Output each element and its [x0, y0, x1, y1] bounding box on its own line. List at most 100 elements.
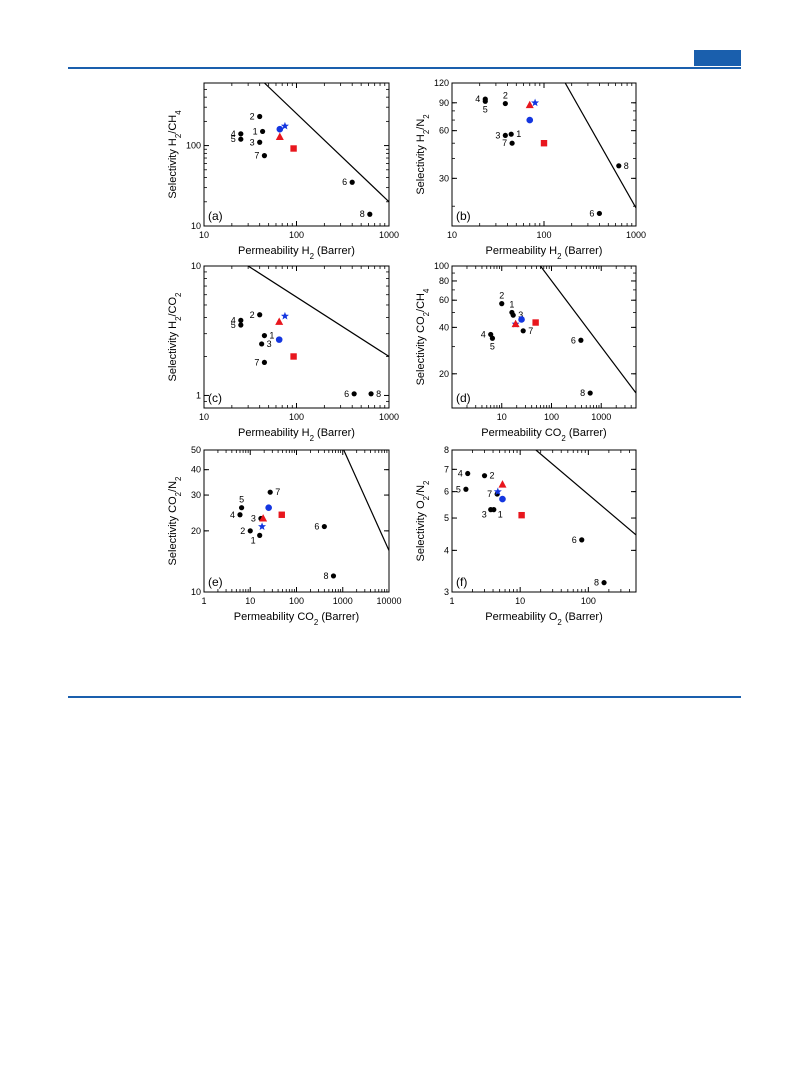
- data-point-circle: [237, 512, 243, 518]
- x-axis-title: Permeability O2 (Barrer): [485, 611, 603, 627]
- data-point-square: [290, 145, 297, 152]
- y-tick-label: 30: [439, 173, 449, 183]
- y-axis-title: Selectivity CO2/CH4: [415, 288, 431, 385]
- data-point-circle: [499, 495, 506, 503]
- x-tick-label: 10: [245, 596, 255, 606]
- data-point-circle: [267, 489, 273, 495]
- data-point-label: 2: [250, 310, 255, 320]
- plot-frame: [451, 449, 637, 593]
- header-rule: [68, 67, 741, 69]
- upper-bound-line: [539, 266, 636, 394]
- y-tick-label: 5: [444, 513, 449, 523]
- data-point-square: [540, 140, 548, 147]
- data-point-label: 4: [231, 129, 236, 139]
- plot-frame: [451, 82, 637, 227]
- data-point-star: [280, 311, 289, 320]
- header-accent-tab: [694, 50, 741, 66]
- data-point-label: 7: [502, 138, 507, 148]
- data-point-label: 1: [498, 510, 503, 520]
- x-axis-title: Permeability CO2 (Barrer): [234, 611, 359, 627]
- data-point-star: [280, 121, 289, 130]
- data-point-circle: [257, 113, 263, 120]
- y-tick-label: 1: [196, 390, 201, 400]
- data-point-label: 1: [253, 126, 258, 136]
- chart-panel-a: 10 100 1000 10 100 1 2 3 45 6 7 8 (a) Permeability H2…: [167, 82, 399, 261]
- data-point-label: 3: [251, 514, 256, 524]
- data-point-circle: [465, 470, 471, 477]
- y-tick-label: 3: [444, 587, 449, 597]
- data-point-circle: [488, 507, 494, 513]
- data-point-triangle: [498, 480, 507, 488]
- data-point-circle: [463, 486, 469, 492]
- y-tick-label: 80: [439, 276, 449, 286]
- x-tick-label: 1000: [591, 412, 611, 422]
- panel-label: (d): [456, 391, 471, 405]
- data-point-circle: [508, 131, 514, 137]
- data-point-triangle: [511, 319, 520, 328]
- data-point-circle: [502, 132, 508, 139]
- data-point-circle: [587, 390, 593, 396]
- data-point-circle: [238, 131, 244, 137]
- panel-label: (c): [208, 391, 222, 405]
- data-point-label: 3: [495, 130, 500, 140]
- data-point-label: 4: [458, 469, 463, 479]
- data-point-circle: [579, 537, 585, 543]
- upper-bound-line: [247, 266, 389, 357]
- panel-label: (a): [208, 209, 223, 223]
- x-tick-label: 10000: [376, 596, 401, 606]
- x-tick-label: 10: [497, 412, 507, 422]
- data-point-circle: [489, 335, 496, 341]
- data-point-circle: [276, 125, 284, 133]
- y-axis-title: Selectivity H2/N2: [415, 114, 431, 194]
- data-point-circle: [596, 210, 602, 217]
- x-axis-title: Permeability H2 (Barrer): [238, 245, 355, 261]
- x-tick-label: 10: [447, 230, 457, 240]
- data-point-label: 7: [254, 357, 259, 367]
- data-point-label: 4: [230, 510, 235, 520]
- y-axis-title: Selectivity H2/CO2: [167, 293, 183, 382]
- data-point-label: 7: [487, 489, 492, 499]
- data-point-label: 1: [269, 331, 274, 341]
- x-tick-label: 1: [449, 596, 454, 606]
- data-point-circle: [259, 128, 266, 135]
- data-point-label: 5: [231, 320, 236, 330]
- data-point-circle: [257, 532, 263, 538]
- y-tick-label: 4: [444, 545, 449, 555]
- data-point-square: [518, 511, 525, 519]
- x-tick-label: 10: [199, 230, 209, 240]
- data-point-triangle: [275, 132, 284, 140]
- x-tick-label: 1000: [333, 596, 353, 606]
- data-point-circle: [616, 163, 622, 169]
- data-point-square: [532, 319, 539, 326]
- data-point-label: 4: [475, 94, 480, 104]
- data-point-circle: [259, 341, 265, 347]
- data-point-label: 1: [251, 535, 256, 545]
- data-point-square: [290, 353, 297, 360]
- data-point-label: 7: [528, 326, 533, 336]
- x-tick-label: 100: [289, 230, 304, 240]
- y-tick-label: 10: [191, 587, 201, 597]
- data-point-label: 5: [490, 341, 495, 351]
- y-tick-label: 40: [439, 322, 449, 332]
- data-point-label: 4: [231, 315, 236, 325]
- data-point-circle: [261, 332, 268, 339]
- y-tick-label: 100: [186, 141, 201, 151]
- x-tick-label: 1000: [626, 230, 646, 240]
- data-point-circle: [321, 523, 327, 530]
- y-tick-label: 10: [191, 261, 201, 271]
- y-tick-label: 6: [444, 487, 449, 497]
- upper-bound-line: [564, 83, 636, 209]
- data-point-square: [278, 511, 285, 518]
- data-point-label: 8: [580, 388, 585, 398]
- data-point-circle: [330, 573, 337, 579]
- y-tick-label: 60: [439, 126, 449, 136]
- data-point-label: 5: [231, 134, 236, 144]
- plot-frame: [203, 449, 390, 593]
- data-point-circle: [265, 504, 272, 511]
- data-point-circle: [367, 211, 373, 217]
- panel-label: (f): [456, 575, 467, 589]
- chart-panel-b: 10 100 1000 30 60 90 120 1 2 3 45 6 7 8 (b) Permeabilit…: [415, 78, 646, 261]
- data-point-circle: [601, 580, 607, 586]
- data-point-circle: [499, 301, 505, 307]
- y-tick-label: 8: [444, 445, 449, 455]
